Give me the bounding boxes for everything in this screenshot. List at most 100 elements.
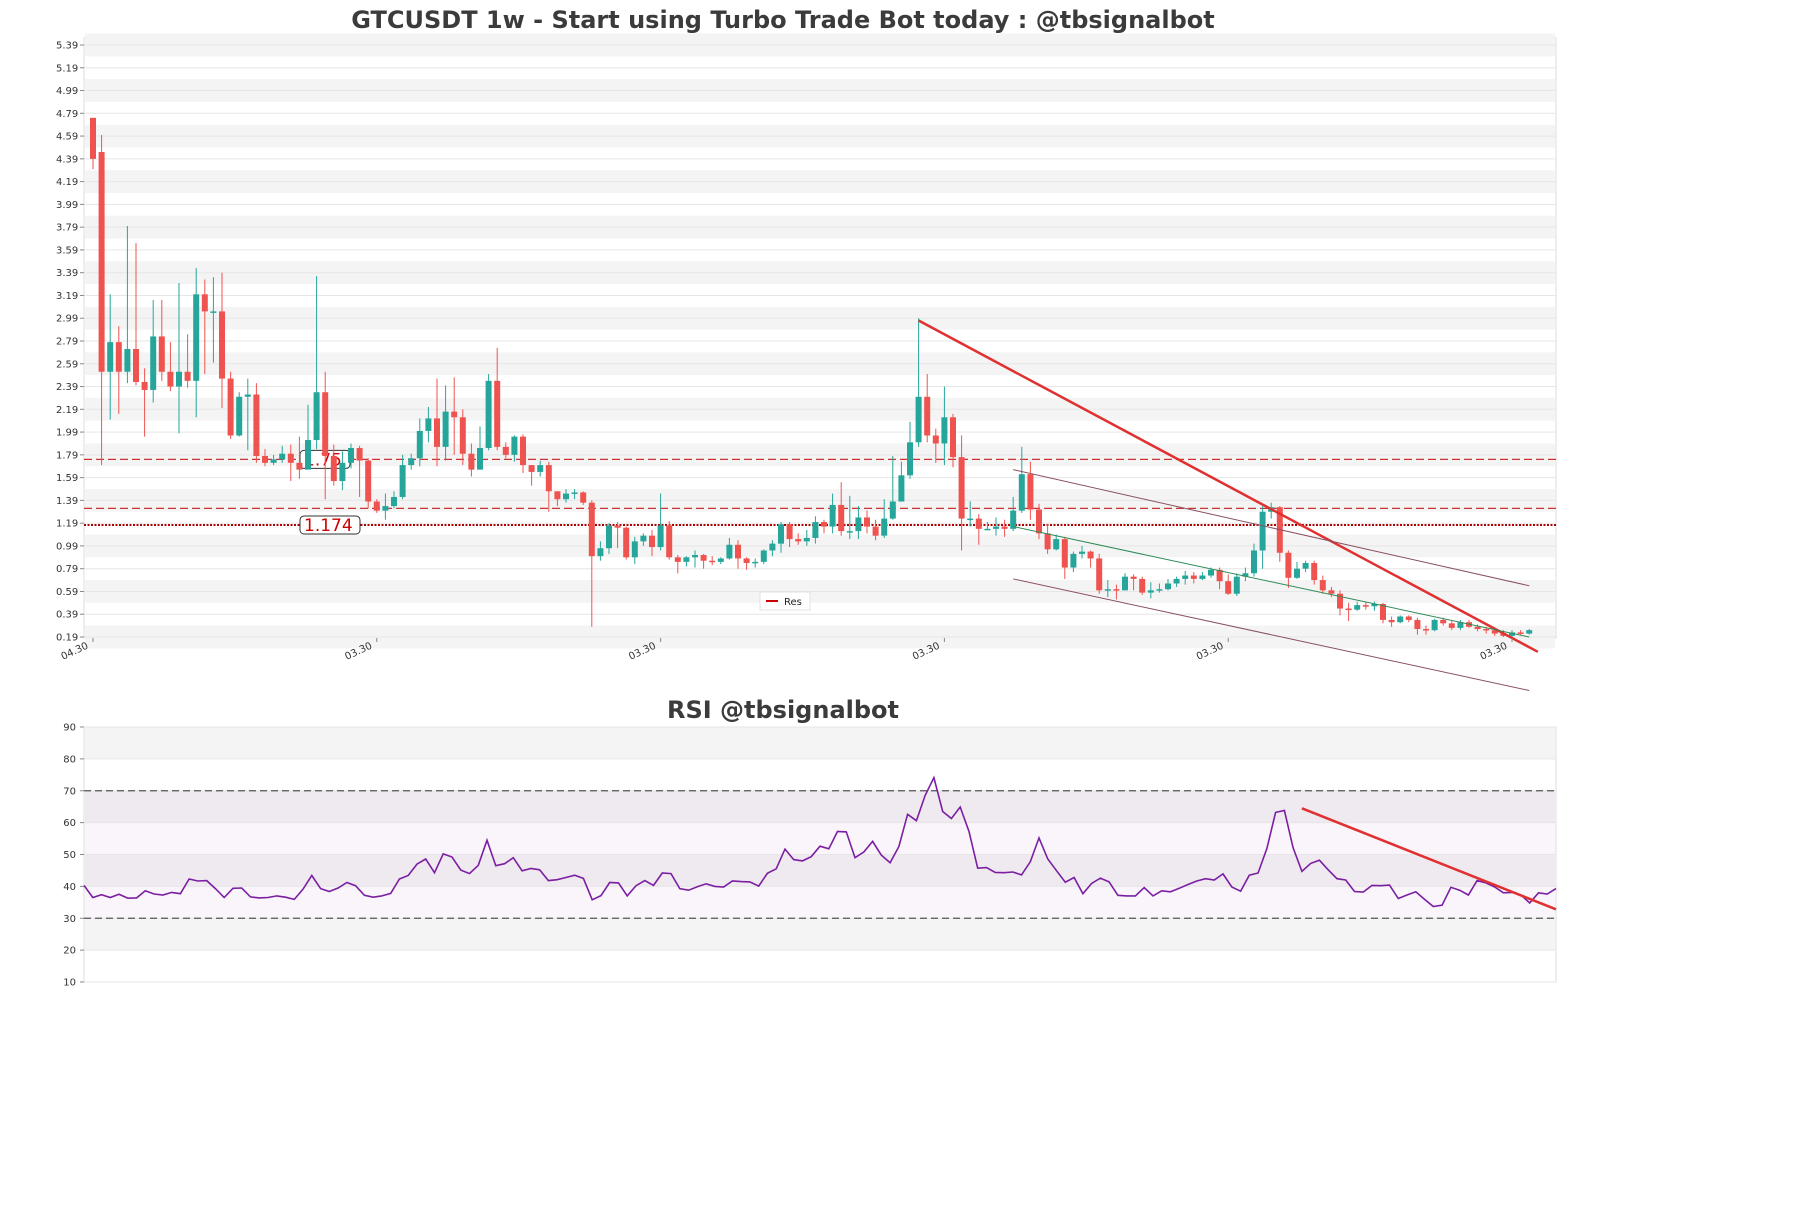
candle-body — [1079, 551, 1085, 554]
price-y-tick-label: 1.59 — [56, 473, 78, 484]
candle-body — [1457, 622, 1464, 628]
candle-body — [1302, 563, 1309, 569]
price-y-tick-label: 4.39 — [56, 154, 78, 165]
candle-body — [846, 531, 853, 533]
candle-body — [1156, 589, 1163, 591]
candle-body — [545, 465, 552, 492]
rsi-chart-title: RSI @tbsignalbot — [667, 696, 899, 724]
rsi-y-tick-label: 40 — [63, 882, 76, 893]
candle-body — [1414, 619, 1421, 630]
candle-body — [1173, 578, 1180, 584]
candle-body — [313, 392, 320, 441]
candle-body — [1165, 583, 1171, 590]
price-y-tick-label: 2.79 — [56, 337, 78, 348]
candle-body — [1104, 589, 1111, 591]
candle-body — [115, 342, 122, 372]
candle-body — [1388, 619, 1395, 623]
candle-body — [889, 501, 896, 519]
candle-body — [1440, 619, 1447, 624]
rsi-series-line — [83, 775, 1557, 908]
candle-body — [872, 526, 879, 536]
candle-body — [193, 294, 200, 381]
candle-body — [855, 517, 862, 532]
candle-body — [967, 518, 974, 521]
candle-body — [477, 448, 483, 470]
price-y-tick-label: 4.79 — [56, 109, 78, 120]
candle-body — [124, 348, 131, 372]
candle-body — [1001, 526, 1008, 529]
candle-body — [700, 555, 707, 561]
candle-body — [795, 539, 802, 542]
price-trendline — [918, 319, 1539, 653]
candle-body — [597, 548, 604, 557]
price-y-tick-label: 3.59 — [56, 245, 78, 256]
candle-body — [167, 371, 174, 387]
candle-body — [1182, 575, 1189, 579]
candle-body — [760, 550, 767, 562]
candle-body — [726, 544, 733, 559]
candle-body — [1371, 603, 1378, 607]
candle-body — [786, 524, 793, 540]
candle-body — [133, 348, 139, 382]
rsi-y-tick-label: 70 — [63, 786, 76, 797]
price-y-tick-label: 3.39 — [56, 268, 78, 279]
candle-body — [614, 525, 621, 528]
candle-body — [305, 440, 311, 470]
candle-body — [459, 417, 466, 454]
candle-body — [279, 453, 286, 460]
candle-body — [184, 371, 191, 381]
candle-body — [993, 526, 999, 529]
candle-body — [339, 462, 346, 482]
price-y-tick-label: 0.19 — [56, 633, 78, 644]
candle-body — [90, 117, 96, 159]
price-y-tick-label: 1.99 — [56, 428, 78, 439]
price-y-tick-label: 0.39 — [56, 610, 78, 621]
price-y-tick-label: 1.19 — [56, 519, 78, 530]
candle-body — [1491, 630, 1498, 634]
price-y-tick-label: 5.39 — [56, 41, 78, 52]
candle-body — [829, 504, 836, 527]
rsi-y-tick-label: 10 — [63, 978, 76, 989]
candle-body — [941, 417, 948, 444]
candle-body — [1010, 510, 1017, 529]
price-y-tick-label: 2.59 — [56, 359, 78, 370]
price-y-tick-label: 4.19 — [56, 177, 78, 188]
candle-body — [528, 465, 535, 472]
candle-body — [657, 525, 664, 548]
price-y-tick-label: 0.59 — [56, 587, 78, 598]
candle-body — [107, 342, 114, 372]
candle-body — [1345, 608, 1352, 611]
candle-body — [1216, 569, 1223, 582]
price-y-tick-label: 3.19 — [56, 291, 78, 302]
candle-body — [253, 394, 260, 456]
candle-body — [709, 560, 716, 563]
candle-body — [1190, 575, 1197, 579]
candle-body — [262, 455, 268, 463]
candle-body — [391, 496, 397, 507]
candle-body — [1233, 576, 1240, 594]
rsi-grid-band — [85, 790, 1555, 823]
price-y-tick-label: 3.99 — [56, 200, 78, 211]
candle-body — [176, 371, 182, 387]
price-y-tick-label: 1.79 — [56, 450, 78, 461]
candle-body — [769, 543, 776, 551]
rsi-y-tick-label: 80 — [63, 754, 76, 765]
candle-body — [1242, 573, 1249, 577]
candle-body — [924, 396, 931, 436]
candle-body — [382, 506, 389, 511]
candle-body — [1130, 576, 1137, 579]
candle-body — [1517, 632, 1524, 634]
rsi-trendline — [1301, 807, 1557, 911]
legend-label: Res — [784, 597, 802, 608]
candle-body — [881, 518, 888, 536]
candle-body — [666, 525, 673, 558]
price-y-tick-label: 3.79 — [56, 223, 78, 234]
candle-body — [1526, 630, 1533, 634]
candle-body — [1087, 551, 1094, 559]
candle-body — [1147, 590, 1154, 593]
candle-body — [864, 517, 870, 527]
candle-body — [623, 527, 630, 558]
candle-body — [520, 436, 526, 466]
candle-body — [348, 448, 354, 463]
